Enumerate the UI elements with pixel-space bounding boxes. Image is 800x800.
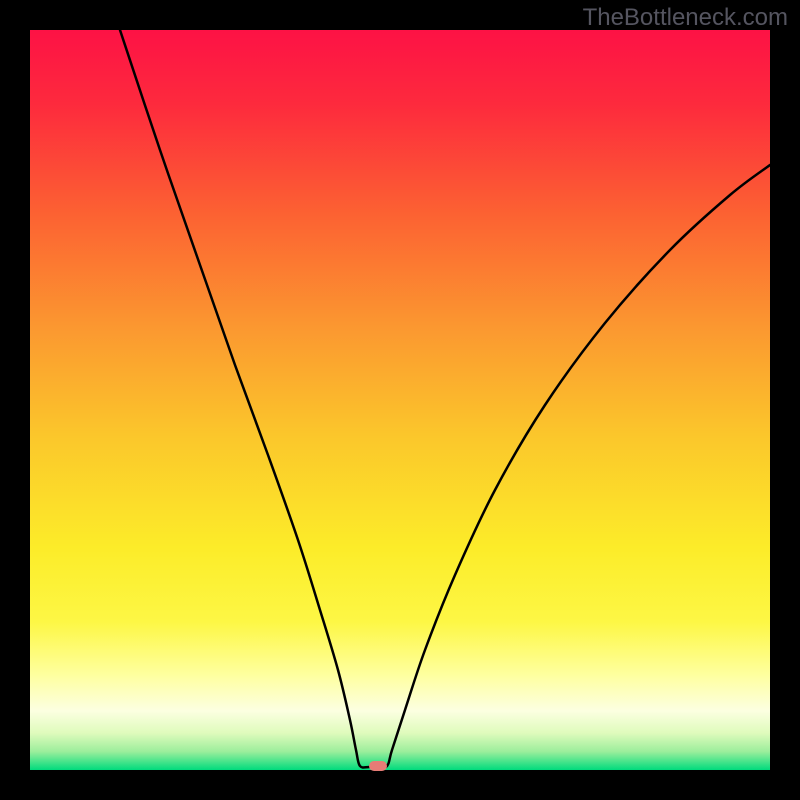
notch-marker <box>369 761 387 771</box>
chart-canvas: TheBottleneck.com <box>0 0 800 800</box>
watermark-text: TheBottleneck.com <box>583 4 788 32</box>
plot-area <box>30 30 770 770</box>
chart-svg <box>0 0 800 800</box>
